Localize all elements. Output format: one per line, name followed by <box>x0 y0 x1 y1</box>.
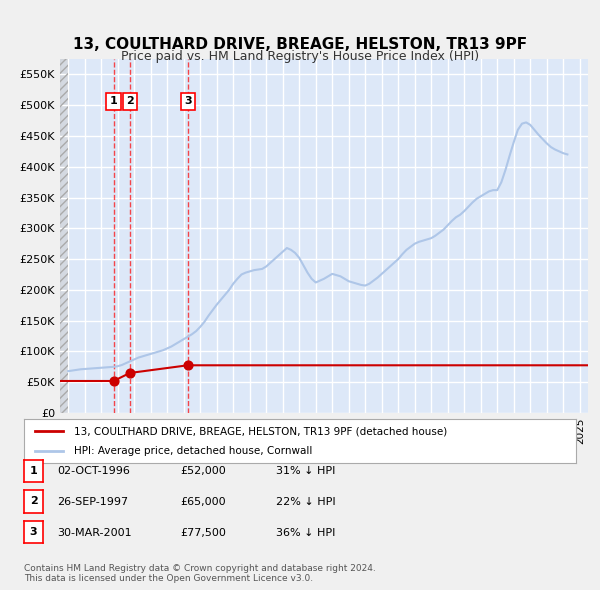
Text: 22% ↓ HPI: 22% ↓ HPI <box>276 497 335 507</box>
Text: £65,000: £65,000 <box>180 497 226 507</box>
Bar <box>60 59 68 413</box>
Text: 1: 1 <box>110 97 118 106</box>
Point <box>125 368 134 378</box>
Text: 3: 3 <box>184 97 191 106</box>
Text: 30-MAR-2001: 30-MAR-2001 <box>57 528 131 537</box>
Text: 36% ↓ HPI: 36% ↓ HPI <box>276 528 335 537</box>
Text: 13, COULTHARD DRIVE, BREAGE, HELSTON, TR13 9PF: 13, COULTHARD DRIVE, BREAGE, HELSTON, TR… <box>73 37 527 52</box>
Text: 13, COULTHARD DRIVE, BREAGE, HELSTON, TR13 9PF (detached house): 13, COULTHARD DRIVE, BREAGE, HELSTON, TR… <box>74 427 447 436</box>
Text: 26-SEP-1997: 26-SEP-1997 <box>57 497 128 507</box>
Text: 3: 3 <box>30 527 37 537</box>
Text: £77,500: £77,500 <box>180 528 226 537</box>
Text: £52,000: £52,000 <box>180 467 226 476</box>
Text: Contains HM Land Registry data © Crown copyright and database right 2024.
This d: Contains HM Land Registry data © Crown c… <box>24 563 376 583</box>
Bar <box>60 59 68 413</box>
Text: 1: 1 <box>30 466 37 476</box>
Text: 2: 2 <box>30 497 37 506</box>
Point <box>183 360 193 370</box>
Text: HPI: Average price, detached house, Cornwall: HPI: Average price, detached house, Corn… <box>74 446 312 455</box>
Text: 2: 2 <box>126 97 134 106</box>
Text: Price paid vs. HM Land Registry's House Price Index (HPI): Price paid vs. HM Land Registry's House … <box>121 50 479 63</box>
Point <box>109 376 118 386</box>
Text: 02-OCT-1996: 02-OCT-1996 <box>57 467 130 476</box>
Text: 31% ↓ HPI: 31% ↓ HPI <box>276 467 335 476</box>
